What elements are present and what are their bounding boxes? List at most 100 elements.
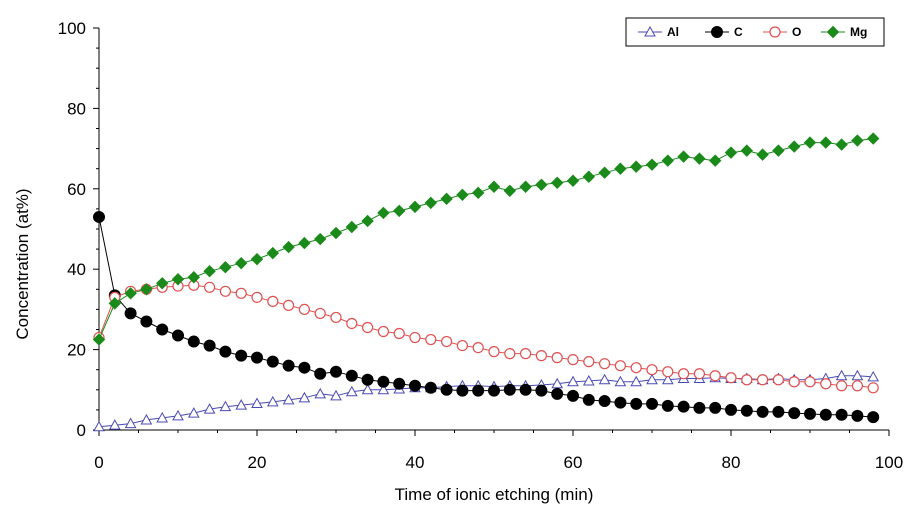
data-point-c xyxy=(488,384,500,397)
y-tick-label: 40 xyxy=(67,260,86,279)
legend-marker-c xyxy=(711,26,723,38)
data-point-c xyxy=(361,373,374,386)
legend-marker-o xyxy=(769,26,781,38)
data-point-mg xyxy=(345,220,359,234)
data-point-c xyxy=(345,369,358,382)
data-point-o xyxy=(409,331,421,344)
data-point-c xyxy=(598,395,611,408)
data-point-mg xyxy=(266,246,280,260)
data-point-o xyxy=(693,368,706,380)
data-point-c xyxy=(788,407,801,420)
data-point-al xyxy=(646,373,658,385)
data-point-mg xyxy=(361,214,374,228)
data-point-mg xyxy=(250,252,264,266)
data-point-mg xyxy=(566,174,580,187)
data-point-mg xyxy=(803,136,817,149)
data-point-mg xyxy=(187,271,201,284)
data-point-c xyxy=(298,361,311,374)
data-point-al xyxy=(361,383,374,395)
data-point-o xyxy=(583,356,595,368)
data-point-mg xyxy=(550,176,564,189)
data-point-mg xyxy=(535,178,548,191)
data-point-o xyxy=(709,370,721,382)
data-point-o xyxy=(393,327,405,340)
data-point-o xyxy=(788,376,800,388)
y-tick-label: 20 xyxy=(67,341,86,360)
data-point-c xyxy=(424,381,437,394)
data-point-mg xyxy=(203,265,216,278)
data-point-al xyxy=(251,397,263,408)
data-point-al xyxy=(140,413,153,425)
data-point-mg xyxy=(487,180,501,193)
data-point-o xyxy=(835,380,848,392)
data-point-c xyxy=(677,400,690,413)
data-point-al xyxy=(330,389,342,401)
series-line-o xyxy=(98,284,874,389)
data-point-c xyxy=(440,383,453,396)
y-axis-title: Concentration (at%) xyxy=(13,188,32,339)
data-point-c xyxy=(819,408,832,421)
data-point-c xyxy=(266,355,279,368)
data-point-c xyxy=(282,359,295,372)
x-axis-title: Time of ionic etching (min) xyxy=(395,485,594,504)
legend-label-mg: Mg xyxy=(850,25,867,39)
data-point-o xyxy=(630,362,642,374)
data-point-al xyxy=(156,411,169,423)
data-point-al xyxy=(108,419,121,430)
y-tick-label: 60 xyxy=(67,180,86,199)
data-point-o xyxy=(567,354,579,366)
data-point-c xyxy=(503,383,516,396)
x-tick-label: 20 xyxy=(248,453,267,472)
data-point-o xyxy=(551,352,563,364)
data-point-al xyxy=(235,399,248,410)
data-point-c xyxy=(456,384,469,397)
data-point-c xyxy=(124,307,137,320)
data-point-al xyxy=(93,420,105,432)
data-point-al xyxy=(314,387,327,399)
legend-label-al: Al xyxy=(667,25,679,39)
data-point-c xyxy=(203,339,216,352)
data-point-mg xyxy=(756,148,769,161)
data-point-al xyxy=(567,375,579,387)
data-point-mg xyxy=(155,277,169,290)
data-point-c xyxy=(314,367,327,380)
data-point-al xyxy=(219,400,232,412)
series-line-c xyxy=(98,216,874,418)
data-point-mg xyxy=(424,196,438,210)
legend-item-al: Al xyxy=(638,25,679,39)
data-point-al xyxy=(867,370,880,382)
data-point-al xyxy=(172,409,184,421)
series-layer xyxy=(92,132,880,432)
data-point-o xyxy=(314,307,326,320)
data-point-o xyxy=(235,287,247,299)
data-point-al xyxy=(598,373,611,385)
data-point-o xyxy=(867,382,879,394)
data-point-o xyxy=(283,299,295,311)
data-point-al xyxy=(835,369,848,381)
data-point-o xyxy=(741,374,753,386)
data-point-c xyxy=(409,379,421,392)
data-point-o xyxy=(204,281,216,293)
data-point-mg xyxy=(519,180,532,193)
legend-label-c: C xyxy=(734,25,743,39)
data-point-o xyxy=(504,348,516,360)
legend-item-o: O xyxy=(763,25,801,39)
data-point-mg xyxy=(598,166,611,179)
data-point-c xyxy=(235,349,248,362)
data-point-mg xyxy=(724,146,738,159)
legend-marker-al xyxy=(644,25,656,37)
data-point-c xyxy=(187,335,200,348)
data-point-al xyxy=(614,375,627,387)
data-point-c xyxy=(582,393,595,406)
data-point-mg xyxy=(645,158,659,171)
data-point-al xyxy=(551,377,564,389)
data-point-c xyxy=(551,387,564,400)
data-point-o xyxy=(346,317,358,330)
legend: Al C O Mg xyxy=(625,17,885,47)
data-point-o xyxy=(267,295,279,307)
data-point-c xyxy=(756,405,769,418)
data-point-al xyxy=(187,407,200,418)
data-point-o xyxy=(298,303,310,315)
data-point-mg xyxy=(456,188,469,202)
data-point-c xyxy=(251,351,263,364)
